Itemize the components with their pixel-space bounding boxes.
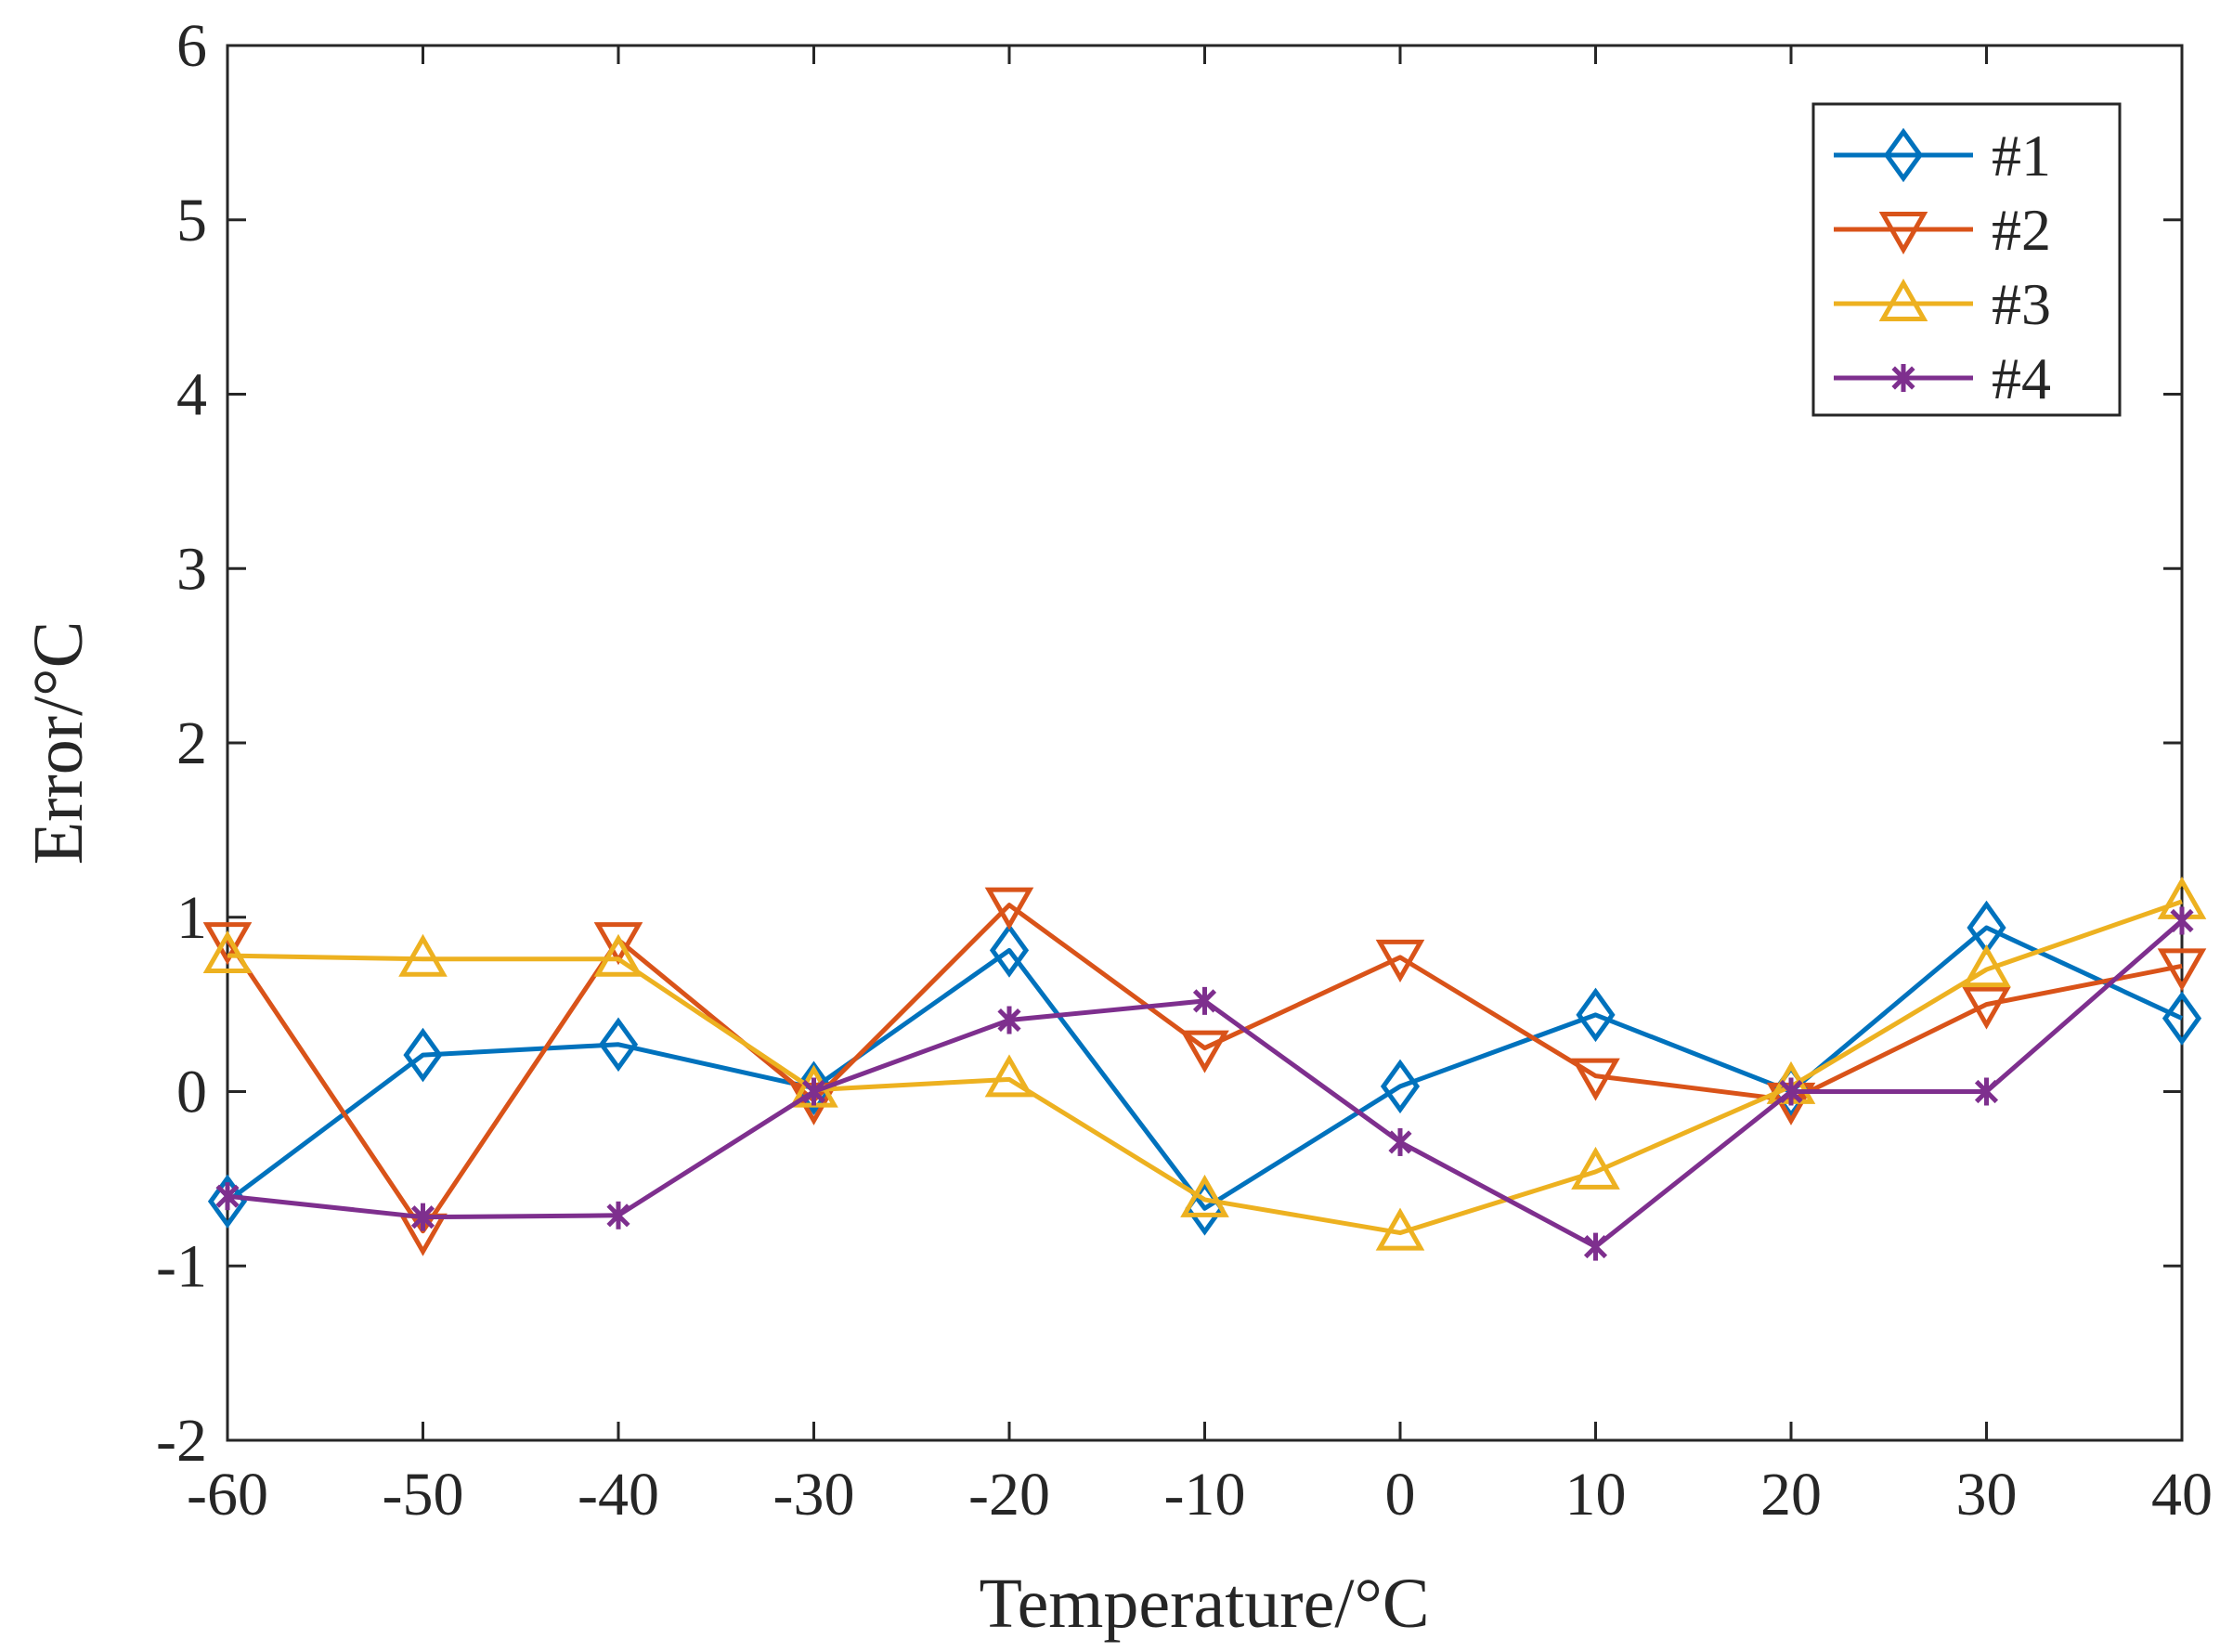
y-tick-label: 5 [176,187,207,254]
y-tick-label: 0 [176,1059,207,1126]
y-tick-label: 4 [176,361,207,429]
y-axis-title: Error/°C [19,621,97,865]
y-tick-label: -1 [156,1232,207,1300]
legend-label: #2 [1992,197,2051,263]
data-point-marker [1576,987,1616,1043]
data-point-marker [989,923,1030,978]
data-point-marker [1375,939,1425,982]
data-point-marker [2170,906,2194,935]
y-tick-label: -2 [156,1407,207,1475]
data-point-marker [598,1017,639,1073]
data-point-marker [410,1203,435,1231]
legend-marker [1878,212,1928,255]
data-point-marker [403,1027,443,1083]
data-point-marker [1962,986,2011,1030]
data-point-marker [202,930,253,974]
x-tick-label: -60 [187,1461,268,1528]
series-4 [215,906,2194,1261]
data-point-marker [593,933,643,977]
x-tick-label: 40 [2151,1461,2213,1528]
data-point-marker [207,1174,248,1229]
y-tick-label: 6 [176,12,207,80]
legend-entry: #2 [1834,197,2051,263]
data-point-marker [1375,1207,1425,1251]
data-point-marker [1180,1174,1229,1217]
x-tick-label: -10 [1164,1461,1246,1528]
x-tick-label: -50 [383,1461,464,1528]
x-tick-label: 0 [1385,1461,1416,1528]
series-line [226,925,2184,1211]
data-point-marker [2162,991,2202,1046]
x-tick-label: -40 [578,1461,659,1528]
y-tick-label: 1 [176,884,207,952]
data-point-marker [1974,1077,1999,1106]
data-point-marker [1571,1058,1620,1101]
data-point-marker [606,1201,630,1229]
series-3 [202,876,2207,1251]
x-tick-label: 10 [1565,1461,1627,1528]
data-point-marker [1962,944,2011,988]
data-point-marker [1388,1127,1412,1156]
data-point-marker [1583,1232,1608,1261]
legend-marker [1883,127,1924,183]
x-tick-label: 20 [1760,1461,1822,1528]
x-tick-label: -30 [773,1461,855,1528]
legend-entry: #1 [1834,123,2051,189]
data-point-marker [2157,948,2207,992]
legend-marker [1891,364,1915,392]
series-line [225,903,2183,1234]
data-point-marker [1571,1146,1620,1190]
data-point-marker [1380,1059,1421,1114]
data-point-marker [593,922,643,966]
legend-label: #4 [1992,345,2051,411]
legend-label: #3 [1992,271,2051,337]
x-axis-title: Temperature/°C [979,1565,1429,1643]
data-point-marker [997,1006,1021,1034]
data-point-marker [215,1182,240,1211]
data-point-marker [1192,986,1217,1015]
legend-box [1811,102,2122,417]
data-point-marker [202,922,253,966]
y-tick-label: 3 [176,535,207,603]
x-tick-label: -20 [968,1461,1050,1528]
data-point-marker [1779,1077,1803,1106]
data-point-marker [801,1077,826,1106]
legend-marker [1878,278,1928,321]
y-tick-label: 2 [176,709,207,777]
data-point-marker [984,887,1034,930]
legend-entry: #4 [1834,345,2051,411]
legend: #1 #2 #3 #4 [1811,102,2122,417]
legend-entry: #3 [1834,271,2051,337]
series-line [227,899,2183,1236]
data-point-marker [984,1054,1034,1098]
x-tick-label: 30 [1956,1461,2018,1528]
data-point-marker [398,933,448,977]
data-point-marker [1180,1030,1229,1073]
legend-label: #1 [1992,123,2051,189]
